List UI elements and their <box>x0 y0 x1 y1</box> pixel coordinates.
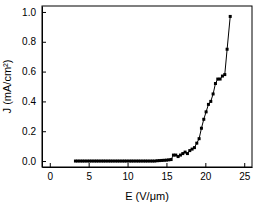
data-point <box>207 103 210 106</box>
plot-frame <box>42 6 252 167</box>
y-tick-mark <box>42 131 46 132</box>
x-axis-title: E (V/μm) <box>125 190 169 202</box>
x-tick-mark <box>128 163 129 167</box>
data-point <box>229 15 232 18</box>
x-tick-label: 25 <box>239 171 251 182</box>
data-point <box>205 110 208 113</box>
series-line <box>75 16 230 161</box>
y-tick-mark <box>42 101 46 102</box>
x-tick: 5 <box>86 163 92 182</box>
y-tick-label: 0.0 <box>22 156 36 167</box>
data-point <box>200 127 203 130</box>
x-tick-mark <box>205 163 206 167</box>
y-tick: 1.0 <box>22 7 46 18</box>
data-point <box>212 92 215 95</box>
y-tick-label: 0.4 <box>22 96 36 107</box>
data-point <box>186 152 189 155</box>
data-point <box>214 82 217 85</box>
y-tick-mark <box>42 12 46 13</box>
y-tick: 0.0 <box>22 156 46 167</box>
y-tick: 0.6 <box>22 66 46 77</box>
x-tick: 0 <box>47 163 53 182</box>
x-tick-label: 15 <box>161 171 173 182</box>
data-point <box>219 78 222 81</box>
y-tick-mark <box>42 161 46 162</box>
y-axis-title: J (mA/cm²) <box>1 60 13 114</box>
data-point <box>198 137 201 140</box>
y-axis-line <box>42 7 43 168</box>
x-axis-line <box>43 167 253 168</box>
data-point <box>202 118 205 121</box>
data-point <box>223 73 226 76</box>
data-area <box>74 15 232 163</box>
y-tick-label: 0.2 <box>22 126 36 137</box>
plot: 0 5 10 15 20 25 0.0 0.2 0.4 0.6 0.8 1.0 <box>22 6 252 182</box>
x-tick: 10 <box>122 163 134 182</box>
data-point <box>193 146 196 149</box>
x-tick-label: 20 <box>200 171 212 182</box>
data-point <box>195 142 198 145</box>
x-tick: 15 <box>161 163 173 182</box>
x-tick: 20 <box>200 163 212 182</box>
x-tick-label: 0 <box>47 171 53 182</box>
y-tick-mark <box>42 72 46 73</box>
x-tick-label: 10 <box>122 171 134 182</box>
data-point <box>209 100 212 103</box>
y-tick-mark <box>42 42 46 43</box>
x-tick-mark <box>89 163 90 167</box>
y-tick-label: 0.8 <box>22 36 36 47</box>
x-tick: 25 <box>239 163 251 182</box>
data-point <box>170 158 173 161</box>
x-tick-mark <box>50 163 51 167</box>
chart: 0 5 10 15 20 25 0.0 0.2 0.4 0.6 0.8 1.0 E (V/μm) J (m… <box>0 0 260 204</box>
y-tick-label: 0.6 <box>22 66 36 77</box>
y-tick: 0.2 <box>22 126 46 137</box>
x-axis: 0 5 10 15 20 25 <box>43 163 253 182</box>
x-tick-mark <box>244 163 245 167</box>
y-axis: 0.0 0.2 0.4 0.6 0.8 1.0 <box>22 7 46 168</box>
y-tick: 0.4 <box>22 96 46 107</box>
data-point <box>226 48 229 51</box>
y-tick-label: 1.0 <box>22 7 36 18</box>
y-tick: 0.8 <box>22 36 46 47</box>
x-tick-label: 5 <box>86 171 92 182</box>
x-tick-mark <box>166 163 167 167</box>
